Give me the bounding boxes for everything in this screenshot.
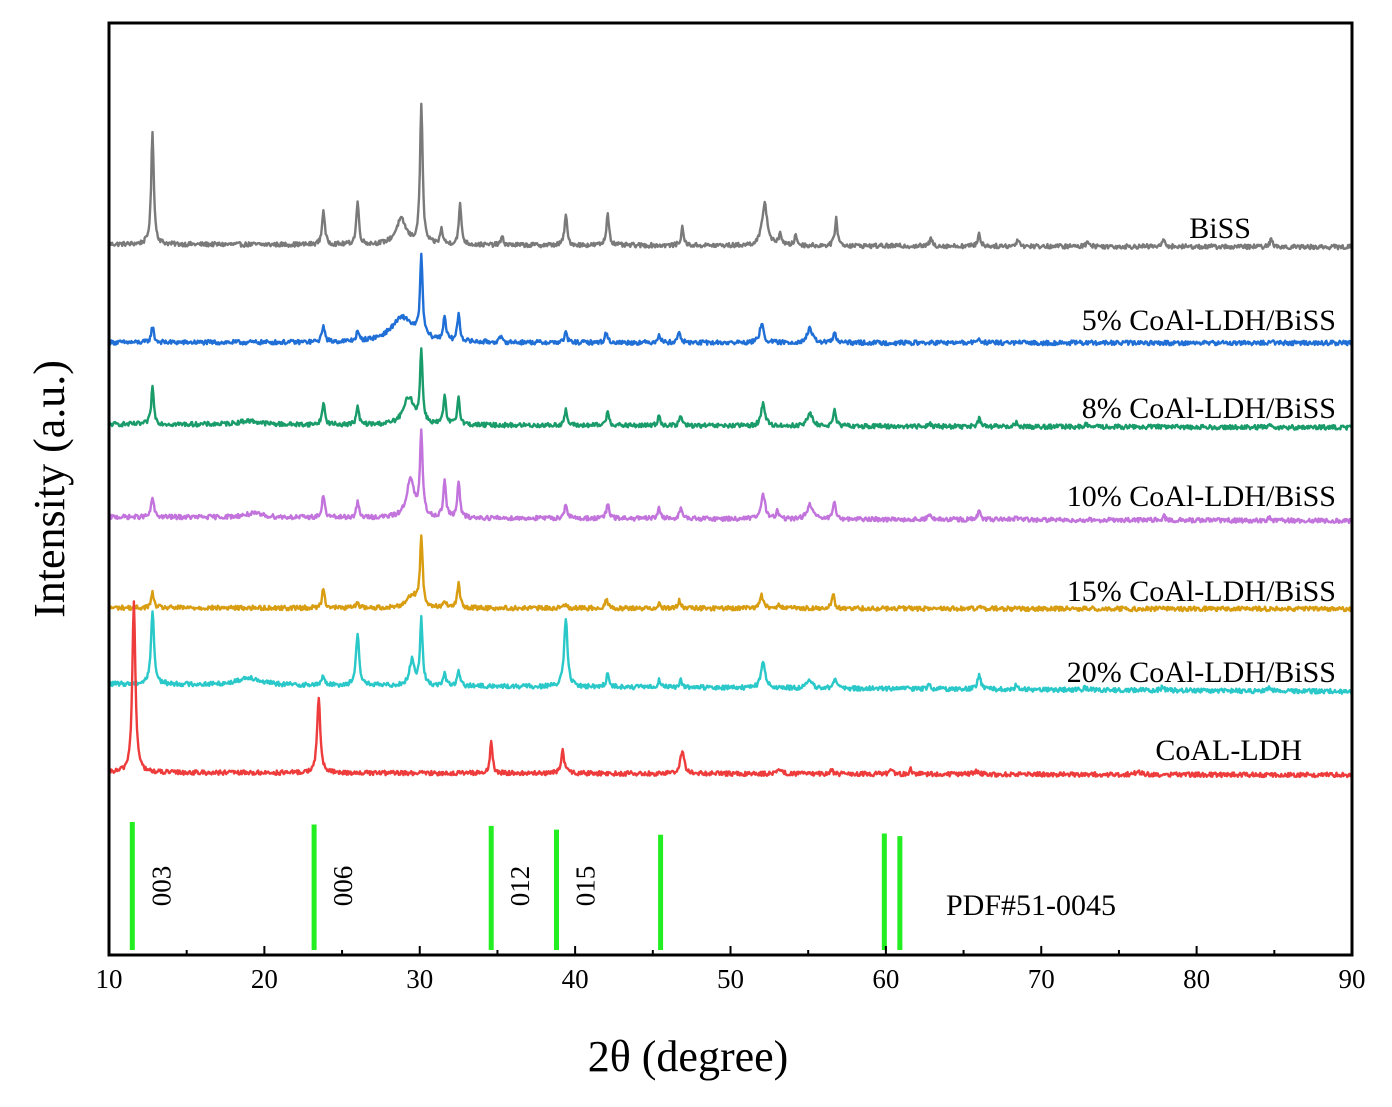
series-label-5: 20% CoAl-LDH/BiSS (1067, 656, 1336, 689)
hkl-label-015: 015 (570, 866, 600, 907)
series-label-1: 5% CoAl-LDH/BiSS (1082, 304, 1336, 337)
x-tick-label-10: 10 (96, 964, 123, 994)
series-label-0: BiSS (1189, 212, 1251, 245)
x-tick-label-90: 90 (1339, 964, 1366, 994)
series-label-4: 15% CoAl-LDH/BiSS (1067, 575, 1336, 608)
hkl-label-003: 003 (146, 866, 176, 907)
series-label-3: 10% CoAl-LDH/BiSS (1067, 480, 1336, 513)
series-labels: BiSS 5% CoAl-LDH/BiSS 8% CoAl-LDH/BiSS 10% … (1067, 212, 1336, 767)
series-line-5 (107, 610, 1354, 695)
x-tick-label-30: 30 (406, 964, 433, 994)
x-tick-label-20: 20 (251, 964, 278, 994)
reference-lines: 003 006 012 015 PDF#51-0045 (129, 822, 1116, 950)
x-tick-label-60: 60 (872, 964, 899, 994)
y-axis-title: Intensity (a.u.) (25, 360, 74, 618)
x-tick-label-70: 70 (1028, 964, 1055, 994)
series-line-3 (108, 428, 1354, 525)
x-axis-title: 2θ (degree) (588, 1032, 789, 1081)
series-layer (107, 102, 1354, 779)
series-line-6 (108, 600, 1354, 779)
x-tick-label-50: 50 (717, 964, 744, 994)
x-tick-label-40: 40 (562, 964, 589, 994)
x-tick-label-80: 80 (1183, 964, 1210, 994)
series-line-4 (107, 534, 1353, 613)
hkl-label-006: 006 (328, 866, 358, 907)
series-line-2 (108, 347, 1353, 431)
series-line-1 (107, 252, 1353, 347)
series-label-2: 8% CoAl-LDH/BiSS (1082, 392, 1336, 425)
reference-label: PDF#51-0045 (946, 889, 1116, 922)
series-line-0 (107, 102, 1354, 251)
hkl-label-012: 012 (505, 866, 535, 907)
series-label-6: CoAL-LDH (1155, 734, 1302, 767)
x-axis-ticks: 10 20 30 40 50 60 70 80 90 (96, 946, 1366, 994)
